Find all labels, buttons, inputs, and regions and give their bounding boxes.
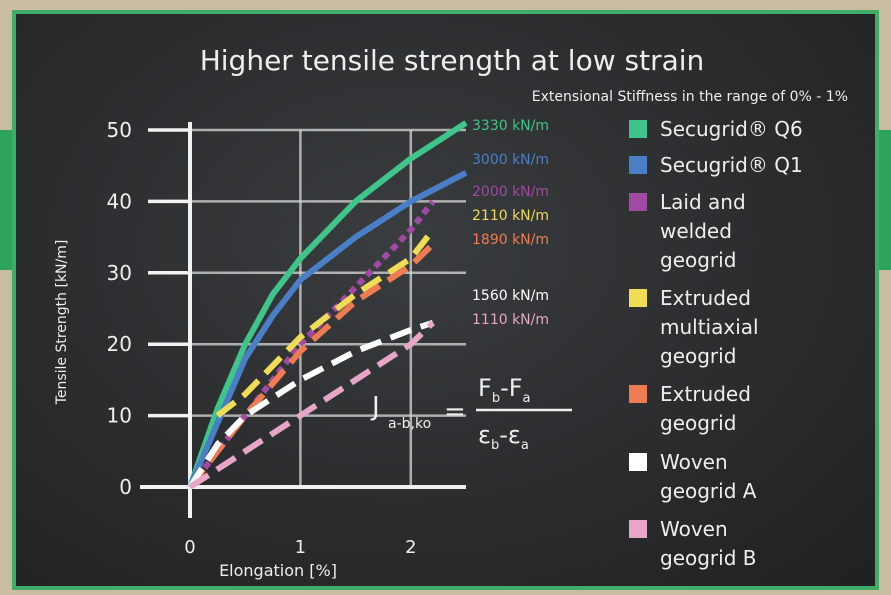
legend-swatch-2 — [629, 193, 647, 211]
legend-swatch-3 — [629, 289, 647, 307]
legend-label-2: Laid and welded geogrid — [660, 190, 746, 272]
y-tick-label: 30 — [107, 261, 132, 285]
chalkboard — [12, 10, 879, 590]
y-tick-label: 10 — [107, 404, 132, 428]
y-tick-label: 50 — [107, 118, 132, 142]
series-line-6 — [188, 320, 435, 490]
stiffness-label-3: 2110 kN/m — [472, 208, 549, 224]
x-tick-label: 2 — [405, 537, 416, 558]
legend-swatch-4 — [629, 385, 647, 403]
y-tick-label: 20 — [107, 332, 132, 356]
stiffness-label-5: 1560 kN/m — [472, 288, 549, 304]
legend-label-4: Extruded geogrid — [660, 382, 751, 435]
legend-label-0: Secugrid® Q6 — [660, 117, 803, 141]
legend-swatch-6 — [629, 520, 647, 538]
y-tick-label: 0 — [119, 475, 132, 499]
formula-subscript: a-b,ko — [388, 416, 431, 432]
legend-swatch-5 — [629, 453, 647, 471]
legend-label-3: Extruded multiaxial geogrid — [660, 286, 759, 368]
y-tick-label: 40 — [107, 189, 132, 213]
stiffness-label-2: 2000 kN/m — [472, 184, 549, 200]
grid — [190, 128, 466, 487]
formula-numerator: Fb-Fa — [478, 374, 531, 406]
tick-labels: 0 10 20 30 40 50 0 1 2 — [107, 118, 417, 558]
axes — [140, 122, 466, 518]
x-tick-label: 0 — [184, 537, 195, 558]
stiffness-label-4: 1890 kN/m — [472, 232, 549, 248]
formula: J a-b,ko = Fb-Fa εb-εa — [370, 374, 572, 453]
stiffness-labels: 3330 kN/m 3000 kN/m 2000 kN/m 2110 kN/m 1890… — [472, 118, 549, 328]
series-line-3 — [215, 228, 436, 418]
series-line-0 — [187, 120, 468, 488]
legend-swatch-1 — [629, 156, 647, 174]
stiffness-label-0: 3330 kN/m — [472, 118, 549, 134]
stiffness-label-1: 3000 kN/m — [472, 152, 549, 168]
legend-label-5: Woven geogrid A — [660, 450, 757, 503]
stiffness-label-6: 1110 kN/m — [472, 312, 549, 328]
series-line-4 — [187, 242, 435, 489]
x-tick-label: 1 — [295, 537, 306, 558]
legend-label-6: Woven geogrid B — [660, 517, 756, 570]
formula-denominator: εb-εa — [478, 421, 529, 453]
formula-j: J — [370, 392, 380, 422]
chart-subtitle: Extensional Stiffness in the range of 0%… — [532, 89, 848, 105]
formula-equals: = — [444, 397, 466, 427]
chart-title: Higher tensile strength at low strain — [200, 44, 705, 77]
y-axis-label: Tensile Strength [kN/m] — [54, 240, 70, 406]
legend-swatch-0 — [629, 120, 647, 138]
series-line-5 — [187, 319, 434, 489]
x-axis-label: Elongation [%] — [219, 561, 337, 580]
legend: Secugrid® Q6 Secugrid® Q1 Laid and welded ge… — [629, 117, 803, 570]
series-lines — [187, 120, 468, 490]
legend-label-1: Secugrid® Q1 — [660, 153, 803, 177]
